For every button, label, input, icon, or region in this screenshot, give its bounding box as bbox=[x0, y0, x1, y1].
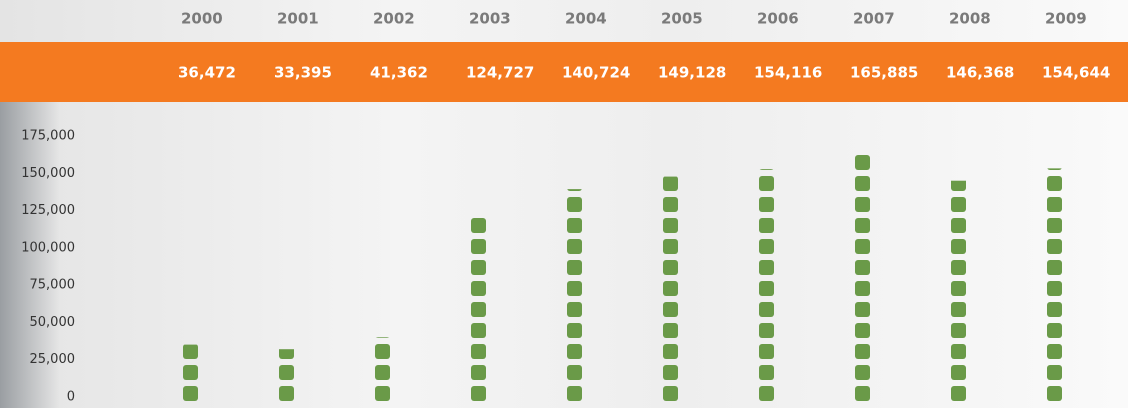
background-figure bbox=[0, 102, 60, 408]
y-tick-label: 75,000 bbox=[30, 278, 76, 293]
value-label: 154,644 bbox=[1042, 64, 1110, 82]
year-label: 2009 bbox=[1045, 10, 1087, 28]
value-band bbox=[0, 42, 1128, 102]
y-tick-label: 100,000 bbox=[21, 240, 75, 255]
y-tick-label: 175,000 bbox=[21, 129, 75, 144]
bar bbox=[279, 349, 294, 401]
bar bbox=[567, 189, 582, 401]
y-tick-label: 125,000 bbox=[21, 203, 75, 218]
value-label: 36,472 bbox=[178, 64, 236, 82]
year-label: 2005 bbox=[661, 10, 703, 28]
year-label: 2004 bbox=[565, 10, 607, 28]
value-label: 154,116 bbox=[754, 64, 822, 82]
year-label: 2003 bbox=[469, 10, 511, 28]
year-label: 2006 bbox=[757, 10, 799, 28]
bar bbox=[375, 337, 390, 401]
bar bbox=[759, 169, 774, 401]
year-label: 2000 bbox=[181, 10, 223, 28]
bar bbox=[663, 176, 678, 401]
value-label: 140,724 bbox=[562, 64, 630, 82]
bar bbox=[855, 151, 870, 401]
y-tick-label: 50,000 bbox=[30, 315, 76, 330]
value-label: 33,395 bbox=[274, 64, 332, 82]
value-label: 41,362 bbox=[370, 64, 428, 82]
bar bbox=[471, 212, 486, 401]
value-label: 124,727 bbox=[466, 64, 534, 82]
y-tick-label: 150,000 bbox=[21, 166, 75, 181]
value-label: 165,885 bbox=[850, 64, 918, 82]
value-label: 146,368 bbox=[946, 64, 1014, 82]
year-label: 2001 bbox=[277, 10, 319, 28]
value-label: 149,128 bbox=[658, 64, 726, 82]
year-label: 2007 bbox=[853, 10, 895, 28]
year-label: 2002 bbox=[373, 10, 415, 28]
y-tick-label: 0 bbox=[67, 390, 75, 405]
bar bbox=[183, 344, 198, 401]
year-label: 2008 bbox=[949, 10, 991, 28]
y-tick-label: 25,000 bbox=[30, 352, 76, 367]
bar bbox=[951, 180, 966, 401]
bar bbox=[1047, 168, 1062, 401]
